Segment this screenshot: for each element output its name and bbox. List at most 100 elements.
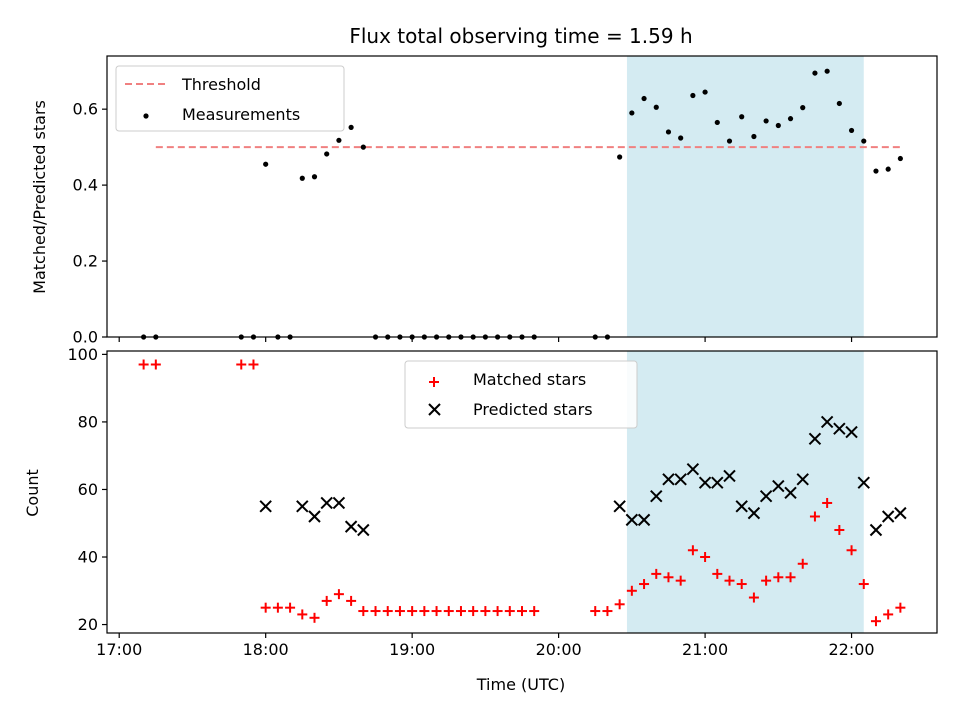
top-series-0-point-52 [897,155,903,162]
top-panel: 0.0 0.2 0.4 0.6 [73,55,938,347]
bottom-series-1-point-22 [796,473,809,486]
top-series-0-point-34 [678,135,684,141]
bottom-series-0-point-30 [626,585,637,596]
bottom-series-1-point-0 [259,500,272,513]
bottom-series-1-point-29 [881,510,895,523]
legend-predicted-marker [428,403,441,416]
legend-matched-marker [429,377,439,387]
bottom-y-tick-label-0: 20 [78,615,98,634]
bottom-x-tick-label-2: 19:00 [389,640,435,659]
bottom-series-0-point-48 [846,545,857,556]
bottom-x-tick-label-1: 18:00 [243,640,289,659]
bottom-series-1-point-18 [747,506,761,520]
bottom-series-1-point-26 [845,425,858,439]
bottom-y-tick-label-4: 100 [67,345,98,364]
bottom-series-0-point-3 [248,359,259,370]
top-legend: Threshold Measurements [115,65,345,132]
bottom-series-0-point-51 [883,609,894,620]
bottom-series-1-point-11 [662,473,675,486]
bottom-axes-frame [106,350,938,634]
bottom-series-0-point-41 [761,575,772,586]
top-series-0-point-29 [617,154,623,160]
bottom-series-1-point-21 [784,486,797,500]
bottom-series-1-point-12 [674,473,687,486]
bottom-series-1-point-14 [698,476,712,489]
bottom-series-0-point-11 [346,595,357,606]
bottom-legend: Matched stars Predicted stars [404,360,638,429]
bottom-series-0-point-12 [358,606,369,617]
bottom-series-1-point-7 [613,500,626,513]
x-axis-label: Time (UTC) [476,675,565,694]
top-series-0-point-10 [336,137,342,143]
bottom-series-0-point-44 [797,558,808,569]
bottom-series-0-point-19 [443,606,454,617]
bottom-series-0-point-8 [309,612,320,623]
bottom-series-1-point-15 [711,476,724,489]
top-series-0-point-50 [873,168,879,174]
bottom-series-0-point-43 [785,572,796,583]
bottom-series-0-point-20 [455,606,466,617]
bottom-series-1-point-27 [857,476,870,489]
bottom-series-1-point-3 [320,496,333,510]
top-series-0-point-36 [702,89,708,95]
bottom-series-0-point-1 [150,359,161,370]
bottom-series-0-point-17 [419,606,430,617]
bottom-y-tick-label-3: 80 [78,412,98,431]
top-series-0-point-37 [714,119,720,126]
bottom-series-1-point-16 [723,469,736,483]
bottom-series-0-point-23 [492,606,503,617]
bottom-series-0-point-0 [138,359,149,370]
bottom-x-tick-label-5: 22:00 [829,640,875,659]
top-y-tick-label-1: 0.2 [73,252,98,271]
top-series-0-point-11 [348,124,354,130]
top-series-0-point-39 [739,114,745,120]
bottom-series-1-point-23 [808,432,822,446]
top-shaded-interval [626,56,864,337]
top-series-0-point-43 [787,116,794,122]
top-series-0-point-38 [726,138,733,144]
bottom-y-axis-label: Count [23,469,42,517]
top-y-tick-label-2: 0.4 [73,176,98,195]
bottom-series-0-point-2 [236,359,247,370]
bottom-series-0-point-32 [651,568,662,579]
bottom-series-0-point-40 [748,592,759,603]
top-series-0-point-40 [751,133,757,140]
bottom-series-0-point-35 [687,545,698,556]
bottom-series-0-point-47 [834,524,845,535]
bottom-series-1-point-6 [357,523,370,537]
bottom-series-0-point-27 [590,606,601,617]
bottom-series-0-point-5 [272,602,283,613]
bottom-shaded-interval [626,351,864,633]
bottom-series-0-point-38 [724,575,735,586]
legend-measurements-marker [143,113,149,119]
top-series-0-point-32 [653,104,659,110]
bottom-series-0-point-36 [700,552,711,563]
bottom-y-tick-label-2: 60 [78,480,98,499]
bottom-series-0-point-6 [285,602,296,613]
bottom-series-1-point-25 [833,422,846,435]
top-legend-frame [115,65,345,132]
legend-measurements-label: Measurements [182,105,300,124]
top-series-0-point-48 [848,127,855,134]
bottom-series-1-point-10 [650,490,663,503]
bottom-series-0-point-50 [870,616,881,627]
bottom-legend-frame [404,360,638,429]
bottom-series-0-point-16 [407,606,418,617]
top-series-0-point-45 [812,70,818,76]
bottom-series-1-point-19 [759,490,773,503]
bottom-series-0-point-42 [773,572,784,583]
chart-title: Flux total observing time = 1.59 h [349,24,692,48]
bottom-series-0-point-26 [529,606,540,617]
legend-matched-label: Matched stars [473,370,586,389]
bottom-series-1-point-5 [344,520,358,533]
top-y-axis-label: Matched/Predicted stars [30,100,49,294]
bottom-series-0-point-28 [602,606,613,617]
bottom-series-1-point-30 [894,506,907,520]
bottom-series-1-point-28 [869,523,883,537]
bottom-x-tick-label-0: 17:00 [96,640,142,659]
bottom-series-1-point-4 [332,496,346,510]
legend-predicted-label: Predicted stars [473,400,593,419]
bottom-y-tick-label-1: 40 [78,548,98,567]
bottom-series-0-point-22 [480,606,491,617]
top-series-0-point-49 [861,138,867,144]
